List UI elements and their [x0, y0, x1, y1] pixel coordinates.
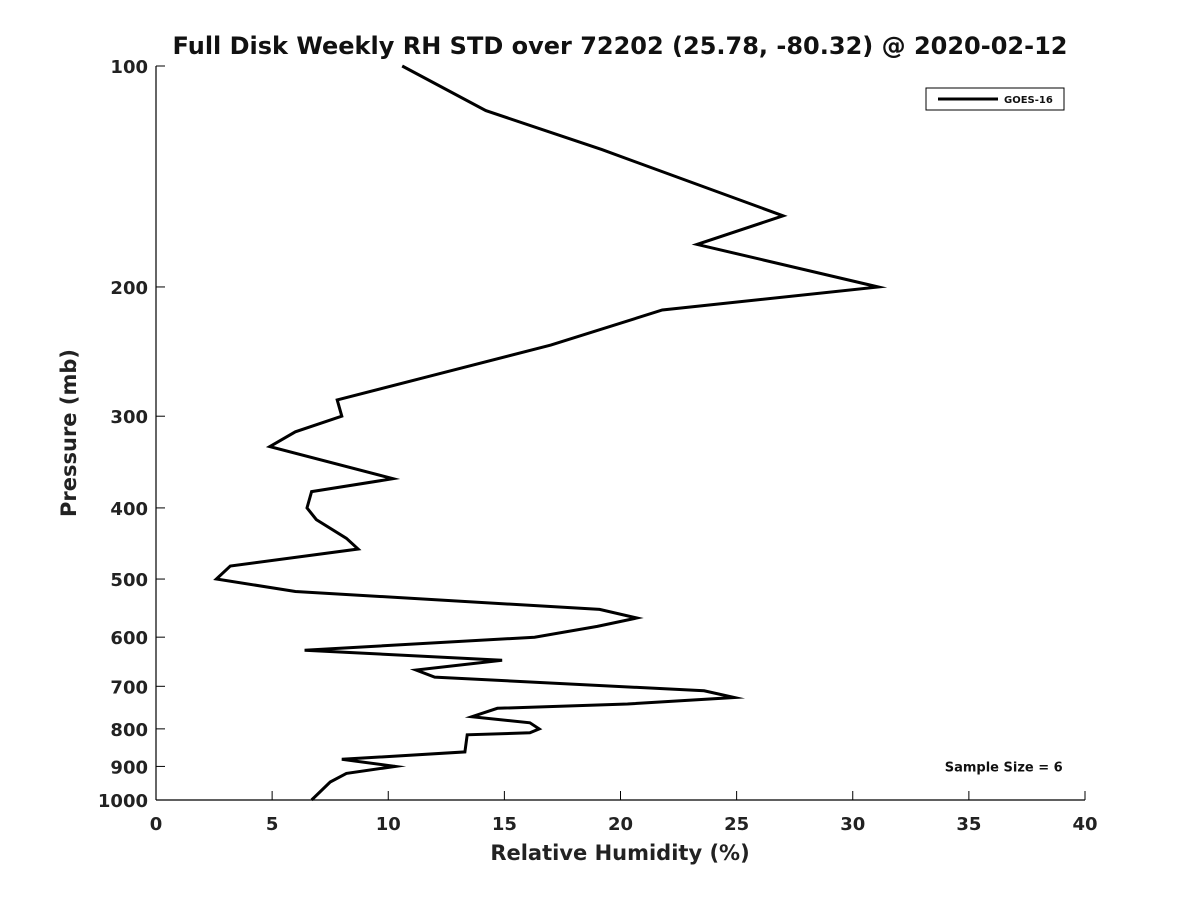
y-tick-label: 800 — [110, 720, 148, 741]
x-tick-label: 5 — [266, 814, 279, 835]
y-tick-label: 900 — [110, 757, 148, 778]
y-axis: 100 200 300 400 500 600 700 800 900 1000 — [98, 57, 165, 812]
y-axis-label: Pressure (mb) — [57, 349, 81, 517]
x-axis-label: Relative Humidity (%) — [490, 841, 749, 865]
chart-title: Full Disk Weekly RH STD over 72202 (25.7… — [173, 32, 1068, 60]
y-tick-label: 200 — [110, 278, 148, 299]
legend-entry-label: GOES-16 — [1004, 95, 1053, 106]
y-tick-label: 500 — [110, 570, 148, 591]
x-tick-label: 10 — [376, 814, 401, 835]
x-tick-label: 20 — [608, 814, 633, 835]
y-tick-label: 400 — [110, 499, 148, 520]
x-tick-label: 35 — [956, 814, 981, 835]
x-tick-label: 25 — [724, 814, 749, 835]
y-tick-label: 1000 — [98, 791, 148, 812]
annotations: Sample Size = 6 — [945, 760, 1063, 775]
series-line-goes-16 — [213, 64, 888, 802]
x-tick-label: 15 — [492, 814, 517, 835]
x-axis: 0 5 10 15 20 25 30 35 40 — [150, 791, 1098, 835]
legend: GOES-16 — [925, 87, 1065, 111]
y-tick-label: 600 — [110, 628, 148, 649]
x-tick-label: 0 — [150, 814, 163, 835]
x-tick-label: 30 — [840, 814, 865, 835]
series-layer — [213, 64, 888, 802]
sample-size-annotation: Sample Size = 6 — [945, 760, 1063, 775]
y-tick-label: 100 — [110, 57, 148, 78]
y-tick-label: 700 — [110, 677, 148, 698]
x-tick-label: 40 — [1072, 814, 1097, 835]
y-tick-label: 300 — [110, 407, 148, 428]
